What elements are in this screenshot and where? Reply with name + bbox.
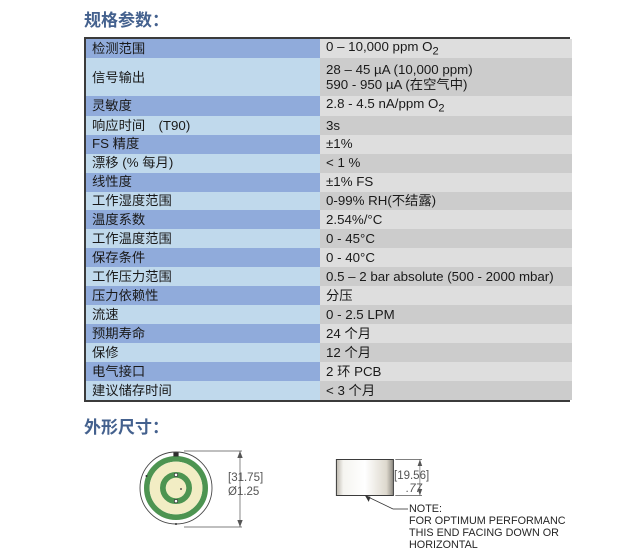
svg-text:.77: .77: [406, 483, 423, 495]
svg-text:[31.75]: [31.75]: [228, 472, 263, 484]
svg-text:THIS END FACING DOWN OR: THIS END FACING DOWN OR: [409, 527, 559, 539]
svg-text:NOTE:: NOTE:: [409, 503, 442, 515]
svg-text:Ø1.25: Ø1.25: [228, 486, 259, 498]
svg-text:FOR OPTIMUM PERFORMANC: FOR OPTIMUM PERFORMANC: [409, 515, 566, 527]
svg-text:HORIZONTAL: HORIZONTAL: [409, 539, 478, 551]
svg-text:[19.56]: [19.56]: [394, 470, 429, 482]
